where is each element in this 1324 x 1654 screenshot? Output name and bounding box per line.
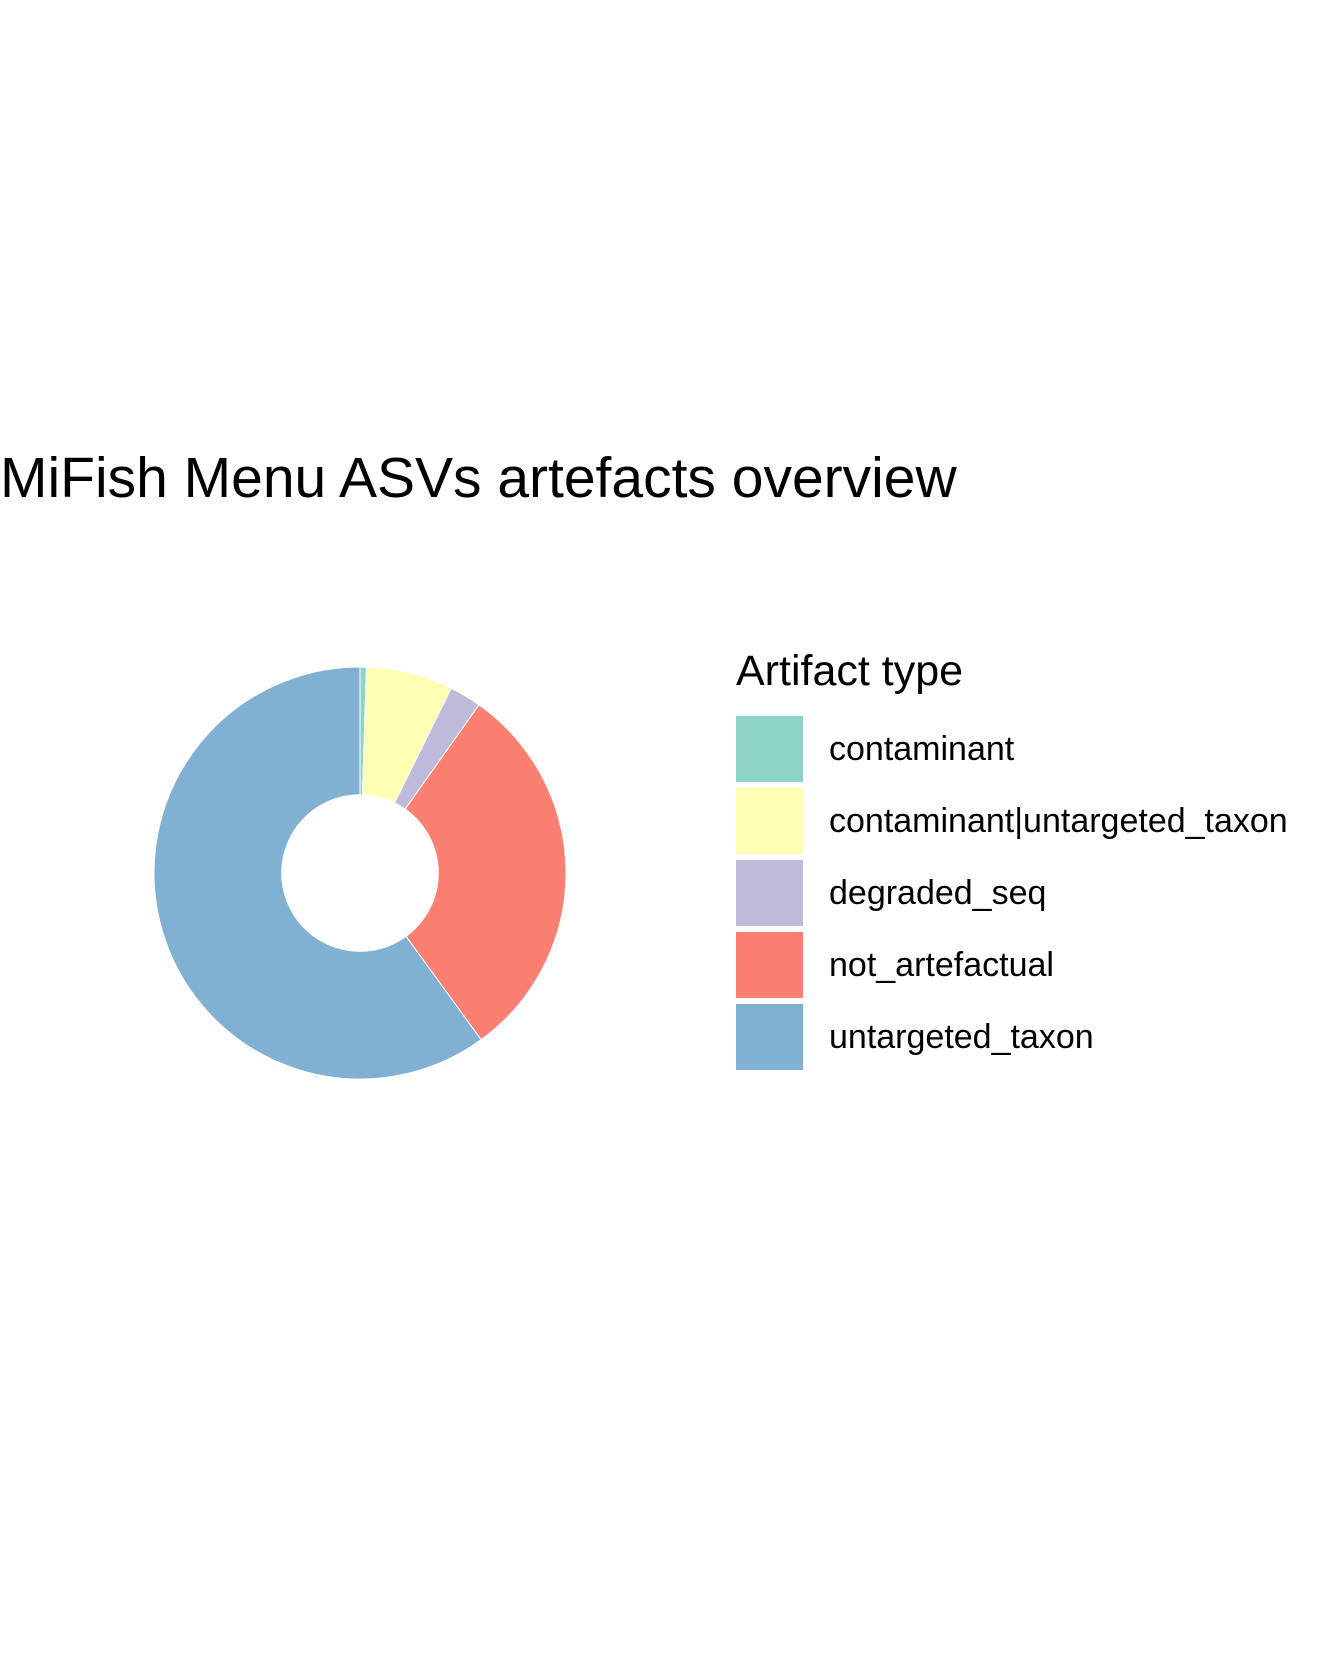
legend-item: not_artefactual [736, 930, 1054, 1002]
legend-swatch [736, 932, 803, 998]
donut-chart [153, 666, 567, 1080]
legend-item: untargeted_taxon [736, 1002, 1094, 1074]
chart-title: MiFish Menu ASVs artefacts overview [0, 446, 957, 510]
legend-label: degraded_seq [829, 874, 1047, 912]
legend-label: contaminant|untargeted_taxon [829, 802, 1288, 840]
legend-label: contaminant [829, 730, 1015, 768]
legend-item: degraded_seq [736, 858, 1046, 930]
pie-slice-untargeted-taxon [153, 666, 482, 1080]
legend-label: not_artefactual [829, 946, 1054, 984]
pie-slice-not-artefactual [404, 704, 567, 1041]
legend-swatch [736, 860, 803, 926]
legend: Artifact type contaminant contaminant|unt… [736, 646, 1288, 1074]
legend-swatch [736, 788, 803, 854]
legend-item: contaminant [736, 714, 1014, 786]
legend-item: contaminant|untargeted_taxon [736, 786, 1288, 858]
legend-label: untargeted_taxon [829, 1018, 1094, 1056]
legend-swatch [736, 716, 803, 782]
legend-title: Artifact type [736, 647, 964, 695]
legend-swatch [736, 1004, 803, 1070]
